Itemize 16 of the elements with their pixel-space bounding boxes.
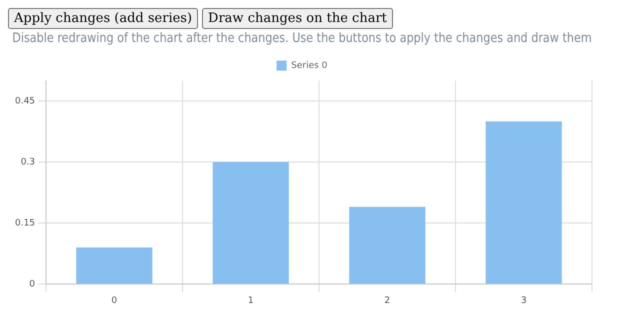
text: Draw changes on the chart xyxy=(202,8,393,29)
bar xyxy=(212,162,289,284)
x-tick-label: 3 xyxy=(520,296,527,306)
chart-title: Disable redrawing of the chart after the changes. Use the buttons to apply the changes and draw them xyxy=(12,30,592,46)
y-tick-label: 0.45 xyxy=(14,96,36,106)
y-tick-label: 0.15 xyxy=(14,218,36,228)
x-tick-label: 1 xyxy=(248,296,254,306)
y-tick-label: 0.3 xyxy=(20,157,36,168)
bar xyxy=(76,248,152,284)
bar xyxy=(349,206,426,284)
x-tick-label: 2 xyxy=(384,296,390,306)
legend-label: Series 0 xyxy=(291,60,328,71)
x-tick-label: 0 xyxy=(111,296,118,306)
bar xyxy=(486,121,562,284)
text: Apply changes (add series) xyxy=(8,8,198,29)
y-tick-label: 0 xyxy=(29,280,36,290)
